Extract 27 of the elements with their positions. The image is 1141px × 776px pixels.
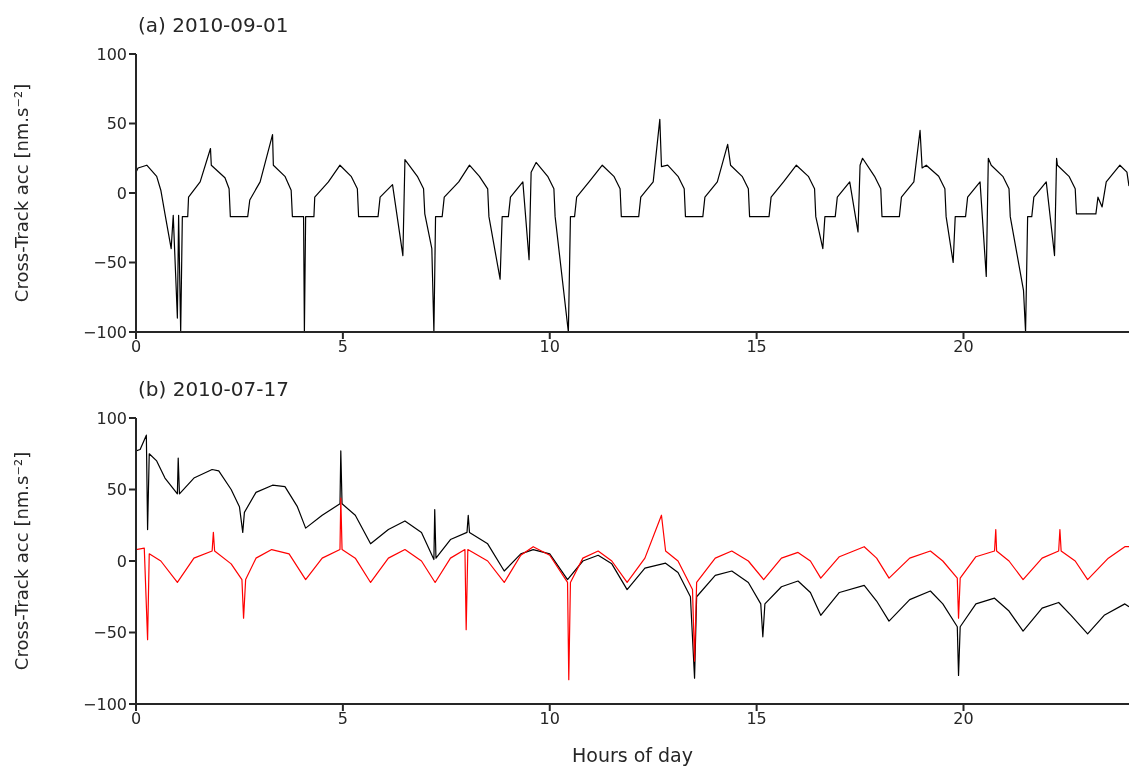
y-tick-label: −50: [93, 623, 127, 643]
x-axis-title: Hours of day: [571, 744, 694, 766]
y-tick-label: 100: [96, 408, 127, 428]
x-tick-label: 5: [337, 709, 348, 729]
y-tick-label: −100: [83, 694, 127, 714]
chart-title: (b) 2010-07-17: [137, 376, 290, 403]
x-tick-label: 20: [953, 709, 974, 729]
line-series: [136, 497, 1129, 681]
x-tick-label: 0: [130, 709, 142, 729]
y-tick-label: 100: [96, 44, 127, 64]
y-tick-label: −100: [83, 322, 127, 342]
line-series: [136, 434, 1129, 679]
x-tick-label: 20: [953, 337, 974, 357]
x-tick-label: 0: [130, 337, 142, 357]
x-tick-label: 10: [539, 709, 560, 729]
y-tick-label: 50: [106, 480, 127, 500]
y-axis-title: Cross-Track acc [nm.s⁻²]: [11, 451, 33, 671]
x-tick-label: 10: [539, 337, 560, 357]
chart-title: (a) 2010-09-01: [137, 12, 290, 39]
y-axis-title: Cross-Track acc [nm.s⁻²]: [11, 83, 33, 303]
y-tick-label: 0: [116, 183, 127, 203]
y-tick-label: −50: [93, 253, 127, 273]
x-tick-label: 15: [746, 709, 767, 729]
x-tick-label: 15: [746, 337, 767, 357]
y-tick-label: 50: [106, 114, 127, 134]
x-tick-label: 5: [337, 337, 348, 357]
y-tick-label: 0: [116, 551, 127, 571]
